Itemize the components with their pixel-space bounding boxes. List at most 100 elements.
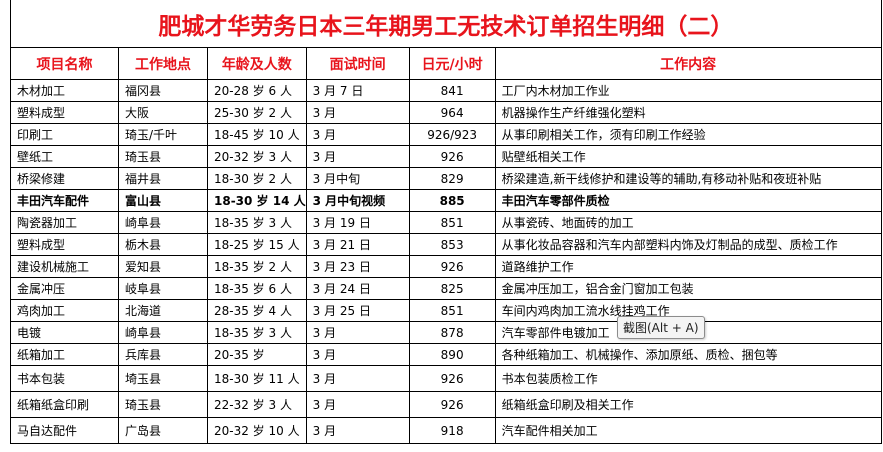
page-title[interactable]: 肥城才华劳务日本三年期男工无技术订单招生明细（二） <box>10 0 882 48</box>
cell-hourly-wage[interactable]: 878 <box>408 321 496 344</box>
cell-interview-time[interactable]: 3 月 25 日 <box>305 299 410 322</box>
cell-location[interactable]: 岐阜县 <box>118 277 208 300</box>
cell-interview-time[interactable]: 3 月中旬视频 <box>305 189 410 212</box>
cell-project[interactable]: 陶瓷器加工 <box>10 211 119 234</box>
cell-project[interactable]: 建设机械施工 <box>10 255 119 278</box>
cell-location[interactable]: 爱知县 <box>118 255 208 278</box>
cell-age-count[interactable]: 20-32 岁 10 人 <box>207 417 307 444</box>
cell-interview-time[interactable]: 3 月 <box>305 417 410 444</box>
cell-location[interactable]: 广岛县 <box>118 417 208 444</box>
cell-hourly-wage[interactable]: 853 <box>408 233 496 256</box>
cell-job-content[interactable]: 机器操作生产纤维强化塑料 <box>494 101 882 124</box>
cell-age-count[interactable]: 18-35 岁 6 人 <box>207 277 307 300</box>
cell-job-content[interactable]: 贴壁纸相关工作 <box>494 145 882 168</box>
cell-job-content[interactable]: 从事瓷砖、地面砖的加工 <box>494 211 882 234</box>
cell-interview-time[interactable]: 3 月 <box>305 391 410 418</box>
cell-location[interactable]: 福井县 <box>118 167 208 190</box>
cell-job-content[interactable]: 丰田汽车零部件质检 <box>494 189 882 212</box>
cell-interview-time[interactable]: 3 月 <box>305 101 410 124</box>
cell-project[interactable]: 鸡肉加工 <box>10 299 119 322</box>
cell-job-content[interactable]: 书本包装质检工作 <box>494 365 882 392</box>
cell-project[interactable]: 桥梁修建 <box>10 167 119 190</box>
cell-hourly-wage[interactable]: 926 <box>408 391 496 418</box>
cell-hourly-wage[interactable]: 964 <box>408 101 496 124</box>
cell-interview-time[interactable]: 3 月 7 日 <box>305 79 410 102</box>
cell-interview-time[interactable]: 3 月 <box>305 343 410 366</box>
cell-location[interactable]: 琦玉/千叶 <box>118 123 208 146</box>
header-project[interactable]: 项目名称 <box>10 47 119 80</box>
cell-interview-time[interactable]: 3 月 <box>305 321 410 344</box>
header-age-count[interactable]: 年龄及人数 <box>207 47 307 80</box>
cell-project[interactable]: 纸箱加工 <box>10 343 119 366</box>
cell-job-content[interactable]: 从事化妆品容器和汽车内部塑料内饰及灯制品的成型、质检工作 <box>494 233 882 256</box>
cell-location[interactable]: 埼玉县 <box>118 365 208 392</box>
cell-hourly-wage[interactable]: 851 <box>408 211 496 234</box>
cell-project[interactable]: 塑料成型 <box>10 233 119 256</box>
cell-interview-time[interactable]: 3 月 24 日 <box>305 277 410 300</box>
cell-interview-time[interactable]: 3 月 19 日 <box>305 211 410 234</box>
cell-job-content[interactable]: 金属冲压加工，铝合金门窗加工包装 <box>494 277 882 300</box>
cell-project[interactable]: 塑料成型 <box>10 101 119 124</box>
cell-job-content[interactable]: 工厂内木材加工作业 <box>494 79 882 102</box>
header-job-content[interactable]: 工作内容 <box>494 47 882 80</box>
cell-location[interactable]: 兵库县 <box>118 343 208 366</box>
header-hourly-wage[interactable]: 日元/小时 <box>408 47 496 80</box>
cell-project[interactable]: 马自达配件 <box>10 417 119 444</box>
cell-project[interactable]: 壁纸工 <box>10 145 119 168</box>
cell-interview-time[interactable]: 3 月 <box>305 365 410 392</box>
cell-job-content[interactable]: 道路维护工作 <box>494 255 882 278</box>
cell-hourly-wage[interactable]: 926 <box>408 145 496 168</box>
cell-hourly-wage[interactable]: 885 <box>408 189 496 212</box>
cell-hourly-wage[interactable]: 829 <box>408 167 496 190</box>
cell-project[interactable]: 金属冲压 <box>10 277 119 300</box>
cell-hourly-wage[interactable]: 890 <box>408 343 496 366</box>
cell-location[interactable]: 琦玉县 <box>118 145 208 168</box>
cell-age-count[interactable]: 18-35 岁 2 人 <box>207 255 307 278</box>
cell-location[interactable]: 福冈县 <box>118 79 208 102</box>
cell-job-content[interactable]: 汽车配件相关加工 <box>494 417 882 444</box>
cell-location[interactable]: 琦玉县 <box>118 391 208 418</box>
cell-job-content[interactable]: 纸箱纸盒印刷及相关工作 <box>494 391 882 418</box>
cell-age-count[interactable]: 20-32 岁 3 人 <box>207 145 307 168</box>
cell-interview-time[interactable]: 3 月 <box>305 145 410 168</box>
cell-location[interactable]: 大阪 <box>118 101 208 124</box>
cell-interview-time[interactable]: 3 月中旬 <box>305 167 410 190</box>
cell-location[interactable]: 崎阜县 <box>118 321 208 344</box>
cell-project[interactable]: 木材加工 <box>10 79 119 102</box>
cell-project[interactable]: 书本包装 <box>10 365 119 392</box>
cell-age-count[interactable]: 18-25 岁 15 人 <box>207 233 307 256</box>
cell-project[interactable]: 印刷工 <box>10 123 119 146</box>
cell-age-count[interactable]: 22-32 岁 3 人 <box>207 391 307 418</box>
cell-project[interactable]: 纸箱纸盒印刷 <box>10 391 119 418</box>
cell-age-count[interactable]: 28-35 岁 4 人 <box>207 299 307 322</box>
cell-interview-time[interactable]: 3 月 23 日 <box>305 255 410 278</box>
cell-age-count[interactable]: 18-30 岁 14 人 <box>207 189 307 212</box>
cell-hourly-wage[interactable]: 926 <box>408 255 496 278</box>
cell-age-count[interactable]: 18-35 岁 3 人 <box>207 211 307 234</box>
cell-hourly-wage[interactable]: 825 <box>408 277 496 300</box>
cell-hourly-wage[interactable]: 926/923 <box>408 123 496 146</box>
cell-job-content[interactable]: 各种纸箱加工、机械操作、添加原纸、质检、捆包等 <box>494 343 882 366</box>
cell-location[interactable]: 富山县 <box>118 189 208 212</box>
cell-location[interactable]: 北海道 <box>118 299 208 322</box>
cell-interview-time[interactable]: 3 月 21 日 <box>305 233 410 256</box>
cell-job-content[interactable]: 桥梁建造,新干线修护和建设等的辅助,有移动补贴和夜班补贴 <box>494 167 882 190</box>
cell-location[interactable]: 栃木县 <box>118 233 208 256</box>
cell-location[interactable]: 崎阜县 <box>118 211 208 234</box>
cell-project[interactable]: 丰田汽车配件 <box>10 189 119 212</box>
cell-job-content[interactable]: 从事印刷相关工作，须有印刷工作经验 <box>494 123 882 146</box>
header-location[interactable]: 工作地点 <box>118 47 208 80</box>
cell-age-count[interactable]: 25-30 岁 2 人 <box>207 101 307 124</box>
cell-hourly-wage[interactable]: 851 <box>408 299 496 322</box>
header-interview-time[interactable]: 面试时间 <box>305 47 410 80</box>
cell-age-count[interactable]: 20-28 岁 6 人 <box>207 79 307 102</box>
cell-project[interactable]: 电镀 <box>10 321 119 344</box>
cell-age-count[interactable]: 18-30 岁 2 人 <box>207 167 307 190</box>
cell-age-count[interactable]: 20-35 岁 <box>207 343 307 366</box>
cell-interview-time[interactable]: 3 月 <box>305 123 410 146</box>
cell-hourly-wage[interactable]: 918 <box>408 417 496 444</box>
cell-age-count[interactable]: 18-35 岁 3 人 <box>207 321 307 344</box>
cell-age-count[interactable]: 18-45 岁 10 人 <box>207 123 307 146</box>
cell-hourly-wage[interactable]: 841 <box>408 79 496 102</box>
cell-hourly-wage[interactable]: 926 <box>408 365 496 392</box>
